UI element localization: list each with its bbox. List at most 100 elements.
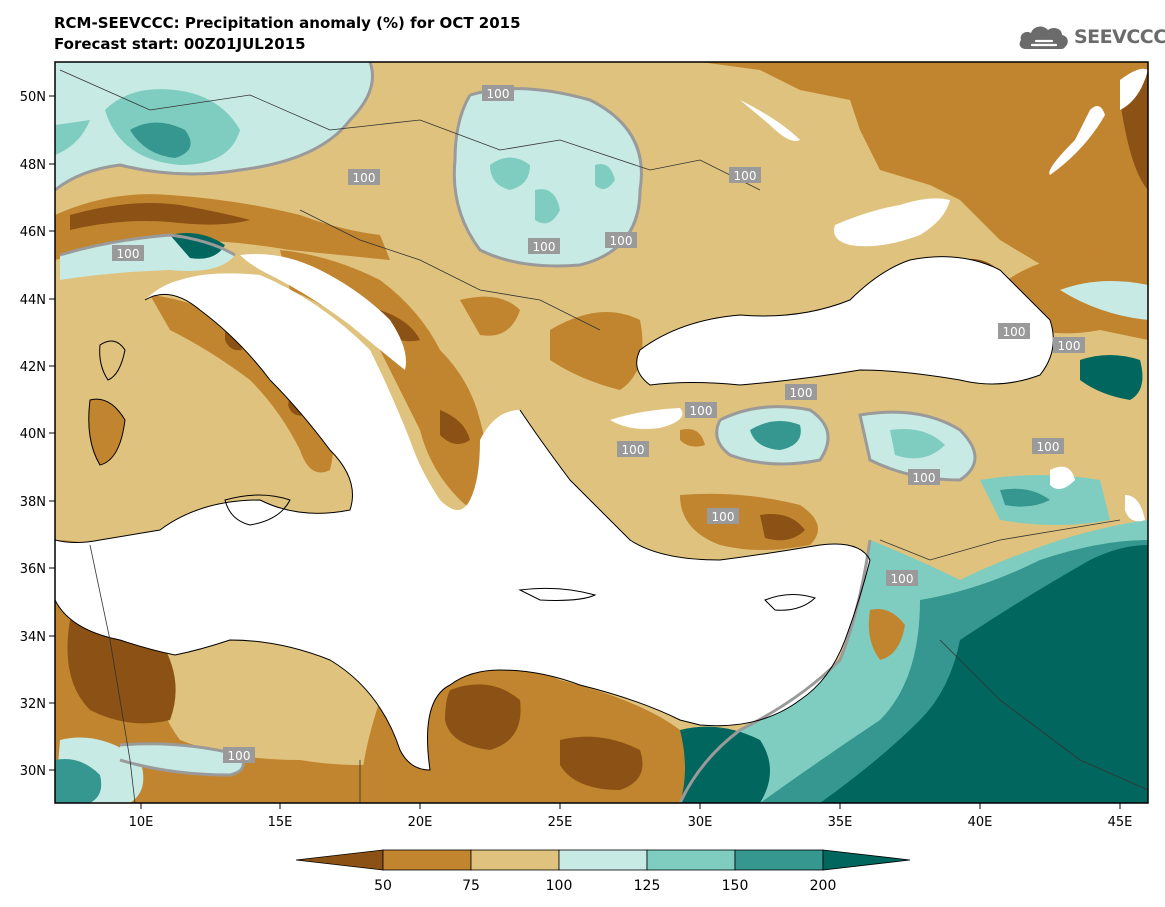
contour-label: 100 xyxy=(1008,320,1031,334)
darkbrown-band-alps xyxy=(70,202,250,230)
mediterranean-sea xyxy=(55,273,870,770)
lat-label: 46N xyxy=(20,225,46,240)
lon-label: 45E xyxy=(1108,815,1133,830)
teal-spot-hungary xyxy=(490,157,530,190)
contour-label: 100 xyxy=(610,234,633,248)
color-legend: 50 75 100 125 150 200 xyxy=(295,849,911,894)
lat-label: 44N xyxy=(20,293,46,308)
contour-label: 100 xyxy=(891,572,914,586)
contour-labels: 100 100 100 100 100 100 100 100 100 100 … xyxy=(112,85,1085,763)
darkteal-spot-georgia xyxy=(1080,355,1143,400)
lon-label: 30E xyxy=(688,815,713,830)
brown-region-sardinia xyxy=(88,399,125,465)
legend-swatch xyxy=(822,849,911,871)
lat-label: 34N xyxy=(20,630,46,645)
lon-label: 15E xyxy=(268,815,293,830)
brown-region-dinarides xyxy=(280,250,500,510)
brown-spot-west-anatolia xyxy=(680,429,705,447)
border-iraq-saudi xyxy=(939,639,1148,791)
longitude-axis: 10E 15E 20E 25E 30E 35E 40E 45E xyxy=(129,803,1133,830)
contour-line-libya xyxy=(119,742,245,777)
coastline-italy-tunisia xyxy=(55,293,353,543)
contour-line-carpathians xyxy=(452,87,643,268)
lake-van xyxy=(1050,466,1075,489)
lat-label: 42N xyxy=(20,360,46,375)
contour-line-east-anatolia xyxy=(858,410,977,482)
lat-label: 38N xyxy=(20,495,46,510)
lat-label: 48N xyxy=(20,158,46,173)
legend-label: 50 xyxy=(374,878,392,894)
legend-swatch xyxy=(558,849,648,871)
forecast-start-label: Forecast start: 00Z01JUL2015 xyxy=(54,35,306,53)
contour-label: 100 xyxy=(790,386,813,400)
darkteal-region-egypt-delta xyxy=(680,726,770,803)
lat-label: 32N xyxy=(20,697,46,712)
darkbrown-spot-taurus xyxy=(760,514,805,541)
black-sea xyxy=(636,256,1054,385)
border-central-europe xyxy=(59,69,761,191)
teal-spot-moldova xyxy=(595,164,615,189)
lon-label: 35E xyxy=(828,815,853,830)
darkteal-region-arabia xyxy=(820,545,1148,803)
cloud-icon xyxy=(1019,26,1068,49)
contour-label: 100 xyxy=(622,443,645,457)
legend-label: 75 xyxy=(462,878,480,894)
contour-label: 100 xyxy=(117,247,140,261)
brown-region-east xyxy=(700,62,1148,330)
lat-label: 40N xyxy=(20,427,46,442)
coastline-corsica xyxy=(99,340,126,381)
darkteal-region-northwest xyxy=(130,122,191,158)
contour-label: 100 xyxy=(1058,339,1081,353)
coastline-sicily xyxy=(224,494,291,526)
coastline-south xyxy=(55,409,871,771)
reservoir-north xyxy=(740,100,800,141)
reservoir-northeast xyxy=(1120,68,1148,110)
adriatic-sea xyxy=(240,254,406,370)
legend-label: 125 xyxy=(634,878,661,894)
legend-swatch xyxy=(646,849,736,871)
legend-swatch xyxy=(295,849,384,871)
teal-region-west xyxy=(55,120,90,155)
contour-label: 100 xyxy=(690,404,713,418)
darkteal-spot-southwest xyxy=(55,759,102,803)
coastline-cyprus xyxy=(764,594,816,611)
legend-label: 100 xyxy=(546,878,573,894)
contour-label: 100 xyxy=(487,87,510,101)
sea-of-azov xyxy=(834,198,950,247)
legend-swatch xyxy=(734,849,824,871)
contour-label: 100 xyxy=(533,240,556,254)
legend-label: 200 xyxy=(810,878,837,894)
border-algeria-tunisia xyxy=(89,544,136,803)
lat-label: 30N xyxy=(20,764,46,779)
seevccc-logo: SEEVCCC xyxy=(1018,22,1165,52)
brown-region-bulgaria xyxy=(550,312,643,390)
teal-band-caucasus xyxy=(1060,281,1148,320)
reservoir-volga xyxy=(1049,106,1105,175)
sea-mask xyxy=(55,68,1148,770)
contour-line-northwest xyxy=(55,62,374,192)
coastline-sardinia xyxy=(88,398,126,466)
lat-label: 50N xyxy=(20,90,46,105)
brown-region-serbia xyxy=(460,296,520,336)
darkteal-spot-southeast-turkey xyxy=(1000,488,1050,507)
lon-label: 20E xyxy=(408,815,433,830)
logo-text: SEEVCCC xyxy=(1074,26,1165,48)
teal-spot-east-anatolia xyxy=(890,429,945,459)
lon-label: 25E xyxy=(548,815,573,830)
contour-line-po-valley xyxy=(59,233,236,257)
contour-label: 100 xyxy=(1003,325,1026,339)
darkteal-spot-central-anatolia xyxy=(750,421,801,450)
legend-swatch xyxy=(382,849,472,871)
lat-label: 36N xyxy=(20,562,46,577)
sea-of-marmara xyxy=(610,408,683,429)
coastline-black-sea xyxy=(636,256,1054,386)
contour-label: 100 xyxy=(712,510,735,524)
lon-label: 40E xyxy=(968,815,993,830)
contour-line-central-anatolia xyxy=(715,405,830,466)
contour-label: 100 xyxy=(1037,440,1060,454)
contour-label: 100 xyxy=(353,171,376,185)
darkteal-spot-northern-adriatic xyxy=(170,232,225,259)
brown-spot-lebanon xyxy=(868,609,905,660)
border-syria-turkey xyxy=(879,519,1121,561)
